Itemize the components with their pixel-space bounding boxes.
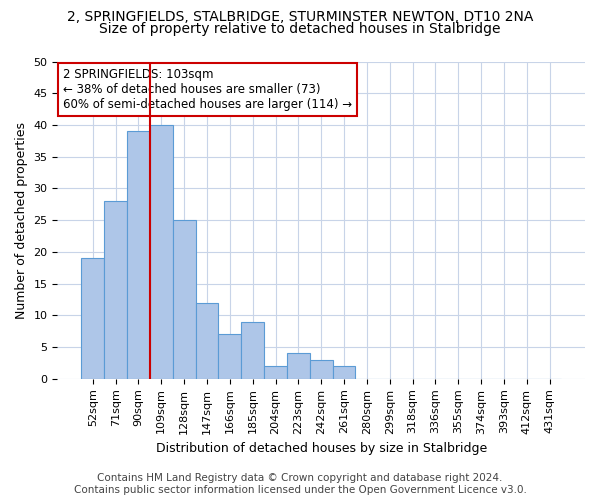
Bar [287,354,310,379]
Bar [241,322,264,379]
Bar [104,201,127,379]
Bar [82,258,104,379]
Bar [173,220,196,379]
Bar [218,334,241,379]
X-axis label: Distribution of detached houses by size in Stalbridge: Distribution of detached houses by size … [155,442,487,455]
Y-axis label: Number of detached properties: Number of detached properties [15,122,28,318]
Text: Size of property relative to detached houses in Stalbridge: Size of property relative to detached ho… [99,22,501,36]
Bar [150,125,173,379]
Text: Contains HM Land Registry data © Crown copyright and database right 2024.
Contai: Contains HM Land Registry data © Crown c… [74,474,526,495]
Text: 2 SPRINGFIELDS: 103sqm
← 38% of detached houses are smaller (73)
60% of semi-det: 2 SPRINGFIELDS: 103sqm ← 38% of detached… [62,68,352,111]
Bar [264,366,287,379]
Bar [332,366,355,379]
Bar [310,360,332,379]
Bar [196,302,218,379]
Bar [127,132,150,379]
Text: 2, SPRINGFIELDS, STALBRIDGE, STURMINSTER NEWTON, DT10 2NA: 2, SPRINGFIELDS, STALBRIDGE, STURMINSTER… [67,10,533,24]
